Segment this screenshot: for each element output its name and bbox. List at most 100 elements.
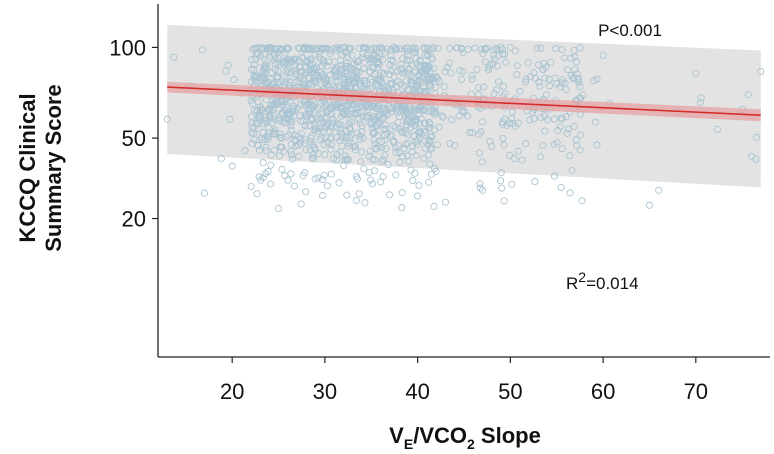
- data-point: [318, 134, 326, 142]
- data-point: [376, 53, 384, 61]
- data-point: [558, 79, 566, 87]
- data-point: [558, 145, 566, 153]
- data-point: [407, 166, 415, 174]
- data-point: [302, 188, 310, 196]
- data-point: [413, 141, 421, 149]
- data-point: [545, 75, 553, 83]
- data-point: [524, 59, 532, 67]
- data-point: [392, 149, 400, 157]
- regression-line: [167, 86, 761, 116]
- x-title-subscript-2: 2: [467, 436, 475, 452]
- data-point: [518, 156, 526, 164]
- data-point: [383, 111, 391, 119]
- data-point: [499, 82, 507, 90]
- data-point: [247, 182, 255, 191]
- data-point: [501, 50, 509, 58]
- data-point: [401, 109, 409, 117]
- data-point: [384, 85, 392, 93]
- data-point: [398, 189, 406, 197]
- data-point: [342, 62, 350, 70]
- data-point: [593, 141, 601, 149]
- data-point: [278, 165, 286, 173]
- data-point: [262, 170, 270, 178]
- data-point: [270, 115, 278, 123]
- data-point: [411, 44, 419, 52]
- data-point: [290, 56, 298, 64]
- data-point: [360, 64, 368, 72]
- data-point: [420, 154, 428, 163]
- data-point: [288, 155, 297, 163]
- data-point: [337, 112, 345, 120]
- data-point: [366, 59, 374, 67]
- data-point: [337, 129, 346, 137]
- data-point: [345, 124, 354, 132]
- data-point: [420, 65, 428, 73]
- data-point: [409, 44, 417, 52]
- data-point: [314, 174, 322, 182]
- data-point: [295, 152, 303, 160]
- data-point: [429, 74, 437, 82]
- data-point: [445, 44, 454, 52]
- data-point: [428, 75, 436, 83]
- data-point: [366, 68, 374, 76]
- data-point: [526, 116, 534, 124]
- data-point: [405, 157, 413, 165]
- data-point: [490, 51, 498, 59]
- data-point: [356, 119, 364, 127]
- data-point: [336, 56, 345, 65]
- data-point: [387, 56, 395, 64]
- data-point: [434, 44, 442, 52]
- data-point: [373, 80, 381, 88]
- data-point: [282, 114, 290, 122]
- data-point: [280, 147, 288, 155]
- x-tick-label: 40: [405, 379, 429, 404]
- data-point: [474, 84, 482, 92]
- data-point: [497, 177, 505, 185]
- data-point: [294, 132, 303, 141]
- data-point: [486, 137, 494, 145]
- data-point: [351, 146, 360, 154]
- data-point: [356, 132, 364, 140]
- data-point: [542, 63, 550, 71]
- data-point: [576, 83, 584, 91]
- data-point: [503, 121, 511, 129]
- data-point: [344, 52, 352, 61]
- data-point: [420, 129, 428, 137]
- data-point: [315, 136, 324, 144]
- data-point: [333, 156, 341, 164]
- data-point: [527, 73, 535, 81]
- x-axis-title: VE/VCO2 Slope: [389, 423, 541, 452]
- data-point: [255, 116, 263, 124]
- data-point: [511, 47, 519, 55]
- data-point: [408, 148, 416, 156]
- data-point: [287, 170, 295, 178]
- data-point: [543, 91, 551, 99]
- data-point: [322, 119, 330, 127]
- data-point: [357, 158, 365, 166]
- data-point: [550, 172, 559, 180]
- data-point: [498, 50, 507, 58]
- data-point: [321, 79, 330, 87]
- data-point: [348, 51, 356, 60]
- data-point: [257, 52, 265, 60]
- r-squared-superscript: 2: [578, 269, 586, 285]
- data-point: [273, 73, 281, 81]
- data-point: [744, 91, 752, 99]
- data-point: [316, 48, 324, 56]
- data-point: [296, 117, 305, 125]
- data-point: [337, 121, 345, 129]
- data-point: [757, 68, 765, 76]
- data-point: [506, 43, 514, 51]
- data-point: [535, 78, 543, 86]
- data-point: [330, 128, 338, 136]
- data-point: [481, 45, 489, 54]
- data-point: [392, 171, 400, 179]
- data-point: [362, 113, 370, 121]
- data-point: [361, 76, 369, 84]
- data-point: [480, 83, 488, 91]
- data-point: [443, 64, 451, 72]
- data-point: [516, 87, 524, 95]
- data-point: [370, 136, 378, 144]
- data-point: [570, 46, 578, 54]
